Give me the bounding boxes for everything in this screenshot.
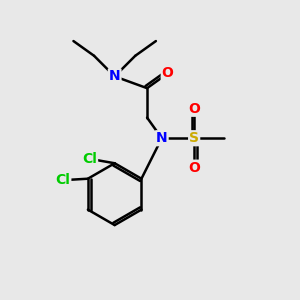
Text: Cl: Cl [56, 173, 70, 187]
Text: O: O [188, 161, 200, 175]
Text: N: N [109, 69, 121, 83]
Text: S: S [189, 131, 199, 145]
Text: O: O [188, 102, 200, 116]
Text: N: N [156, 131, 168, 145]
Text: Cl: Cl [82, 152, 97, 166]
Text: O: O [162, 66, 174, 80]
